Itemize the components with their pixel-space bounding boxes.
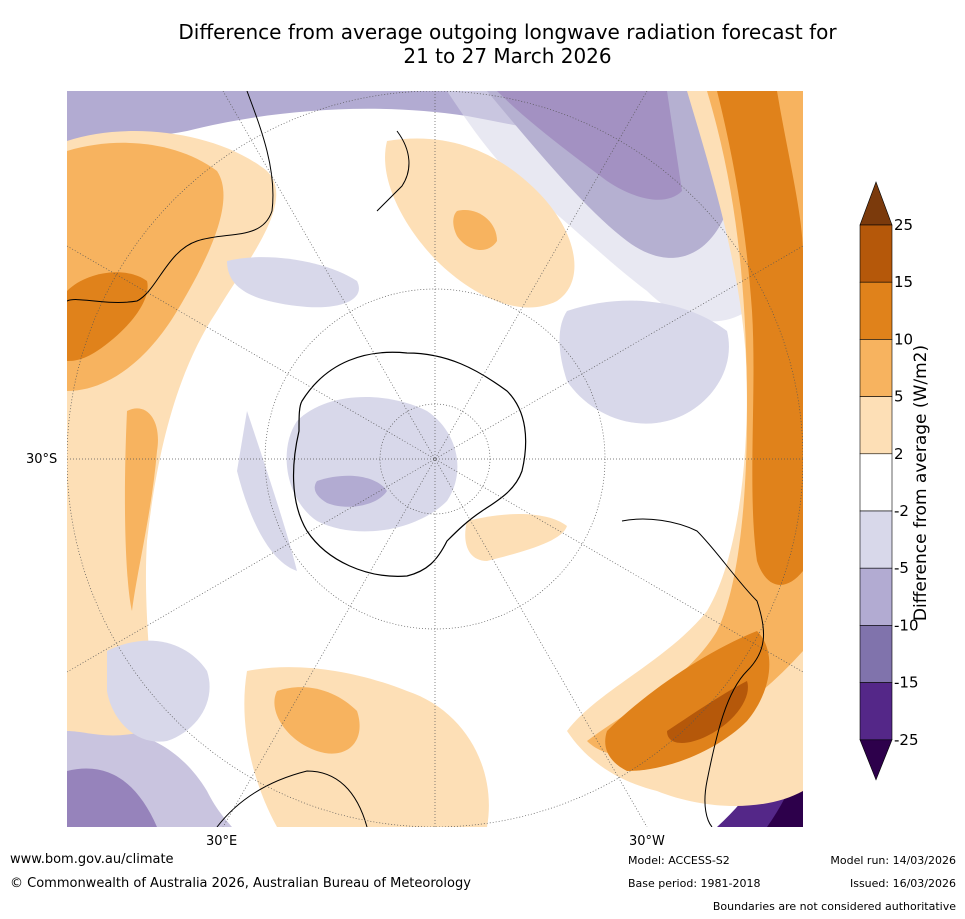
colorbar-segment bbox=[859, 396, 893, 455]
anomaly-purple-bottom-left-ring bbox=[67, 728, 232, 827]
anomaly-lavender-ring bbox=[237, 411, 297, 571]
anomaly-lavender-east bbox=[559, 300, 729, 424]
colorbar-segment bbox=[859, 567, 893, 626]
model-run-date: Model run: 14/03/2026 bbox=[830, 854, 956, 867]
anomaly-brown-southeast bbox=[667, 681, 748, 743]
polar-map bbox=[67, 91, 803, 827]
anomaly-lavender-north bbox=[227, 257, 359, 308]
anomaly-orange-south bbox=[274, 687, 360, 754]
anomaly-lavender-top-band bbox=[447, 91, 767, 322]
anomaly-light-orange-peninsula bbox=[465, 514, 567, 561]
colorbar-tick-label: 2 bbox=[894, 445, 904, 463]
lon-label-30w: 30°W bbox=[629, 834, 665, 849]
colorbar-tick-label: -25 bbox=[894, 731, 919, 749]
lat-label-30s: 30°S bbox=[26, 452, 58, 467]
colorbar-tick-label: 10 bbox=[894, 330, 913, 348]
map-title: Difference from average outgoing longwav… bbox=[100, 20, 915, 68]
colorbar-tick-label: 5 bbox=[894, 388, 904, 406]
anomaly-lavender-southwest bbox=[107, 640, 210, 742]
website-link[interactable]: www.bom.gov.au/climate bbox=[10, 852, 174, 867]
colorbar-segment bbox=[859, 625, 893, 683]
colorbar-tick-label: -2 bbox=[894, 502, 909, 520]
lon-label-30e: 30°E bbox=[206, 834, 238, 849]
colorbar-extend-top bbox=[859, 181, 893, 226]
colorbar-extend-bottom bbox=[859, 739, 893, 781]
model-name: Model: ACCESS-S2 bbox=[628, 854, 730, 867]
colorbar-tick-label: -5 bbox=[894, 559, 909, 577]
antarctica-coastline bbox=[292, 351, 527, 577]
graticule bbox=[67, 91, 803, 827]
colorbar-tick-label: -10 bbox=[894, 616, 919, 634]
boundaries-disclaimer: Boundaries are not considered authoritat… bbox=[712, 900, 956, 913]
colorbar-title: Difference from average (W/m2) bbox=[911, 344, 931, 622]
south-america-coastline bbox=[621, 518, 765, 827]
colorbar-tick-label: -15 bbox=[894, 674, 919, 692]
anomaly-lavender-pole bbox=[286, 397, 458, 532]
title-line-1: Difference from average outgoing longwav… bbox=[178, 20, 837, 44]
colorbar-segment bbox=[859, 224, 893, 283]
australia-coastline bbox=[67, 91, 274, 303]
colorbar-tick-label: 25 bbox=[894, 216, 913, 234]
anomaly-orange-nz bbox=[453, 210, 497, 251]
base-period: Base period: 1981-2018 bbox=[628, 877, 761, 890]
anomaly-dark-orange-east bbox=[717, 91, 803, 585]
colorbar-segment bbox=[859, 510, 893, 569]
anomaly-dark-orange-southeast bbox=[605, 631, 770, 771]
colorbar-segment bbox=[859, 453, 893, 512]
africa-coastline bbox=[216, 770, 368, 827]
anomaly-darkest-bottom-right bbox=[767, 751, 803, 827]
colorbar-segment bbox=[859, 339, 893, 397]
colorbar: 25 15 10 5 2 -2 -5 -10 -15 -25 bbox=[859, 181, 919, 781]
colorbar-tick-label: 15 bbox=[894, 273, 913, 291]
new-zealand-coastline bbox=[376, 130, 410, 212]
anomaly-purple-pole-patch bbox=[314, 475, 387, 507]
issued-date: Issued: 16/03/2026 bbox=[849, 877, 956, 890]
colorbar-segment bbox=[859, 682, 893, 741]
colorbar-segment bbox=[859, 281, 893, 340]
title-line-2: 21 to 27 March 2026 bbox=[403, 44, 612, 68]
copyright-text: © Commonwealth of Australia 2026, Austra… bbox=[10, 876, 471, 891]
